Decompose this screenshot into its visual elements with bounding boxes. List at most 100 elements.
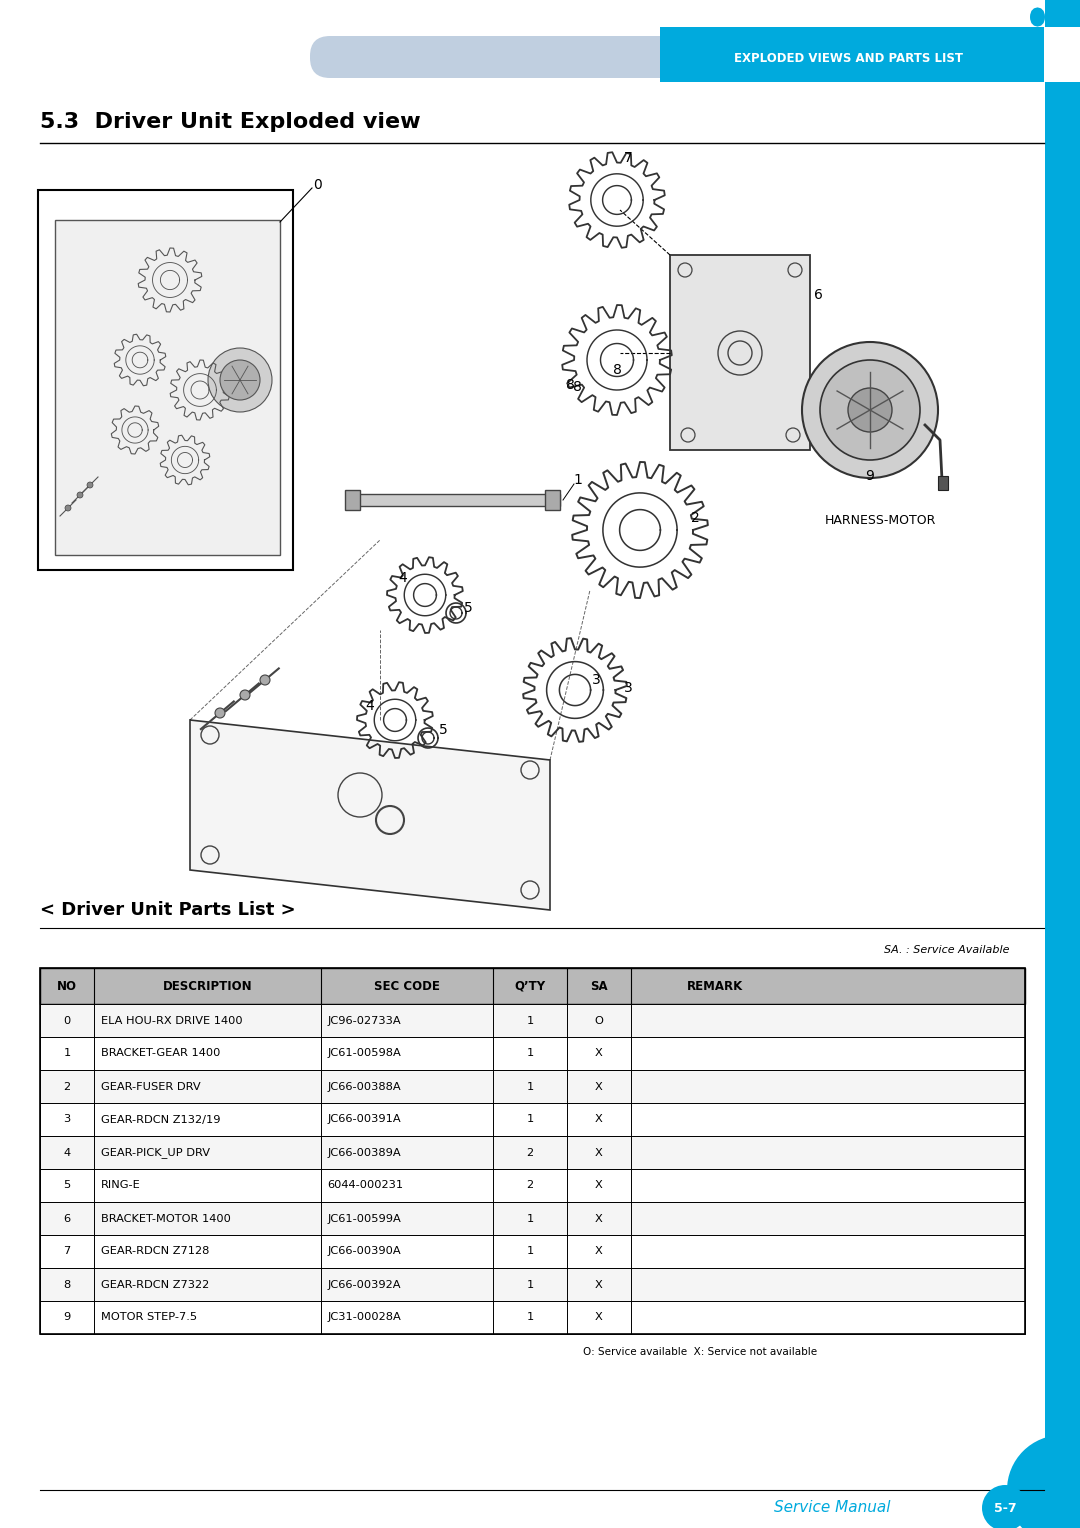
Text: 8: 8	[572, 380, 581, 394]
Text: X: X	[595, 1082, 603, 1091]
Text: 7: 7	[623, 151, 633, 165]
Text: REMARK: REMARK	[687, 979, 743, 993]
Text: 8: 8	[566, 377, 575, 393]
Bar	[40, 1004, 1025, 1038]
Text: 1: 1	[526, 1279, 534, 1290]
Text: BRACKET-GEAR 1400: BRACKET-GEAR 1400	[102, 1048, 220, 1059]
Text: MOTOR STEP-7.5: MOTOR STEP-7.5	[102, 1313, 198, 1323]
Text: JC66-00391A: JC66-00391A	[327, 1114, 402, 1125]
Circle shape	[220, 361, 260, 400]
Bar	[40, 1103, 1025, 1135]
Bar	[40, 1135, 1025, 1169]
Text: EXPLODED VIEWS AND PARTS LIST: EXPLODED VIEWS AND PARTS LIST	[733, 52, 962, 64]
Circle shape	[820, 361, 920, 460]
Text: 1: 1	[526, 1313, 534, 1323]
Text: JC66-00392A: JC66-00392A	[327, 1279, 402, 1290]
Text: 1: 1	[526, 1016, 534, 1025]
Text: 1: 1	[526, 1247, 534, 1256]
Polygon shape	[670, 255, 810, 451]
Text: 2: 2	[526, 1148, 534, 1158]
Text: 1: 1	[64, 1048, 70, 1059]
Text: SEC CODE: SEC CODE	[374, 979, 440, 993]
Text: X: X	[595, 1213, 603, 1224]
Bar	[40, 1169, 1025, 1203]
Bar	[38, 189, 293, 570]
Text: NO: NO	[57, 979, 77, 993]
Text: GEAR-FUSER DRV: GEAR-FUSER DRV	[102, 1082, 201, 1091]
Text: JC61-00598A: JC61-00598A	[327, 1048, 402, 1059]
Text: 3: 3	[623, 681, 633, 695]
Text: X: X	[595, 1279, 603, 1290]
Text: 1: 1	[573, 474, 582, 487]
Bar	[40, 1300, 1025, 1334]
Bar	[40, 1070, 1025, 1103]
Text: 6: 6	[813, 287, 823, 303]
Text: X: X	[595, 1181, 603, 1190]
Text: DESCRIPTION: DESCRIPTION	[163, 979, 253, 993]
Text: X: X	[595, 1247, 603, 1256]
Bar	[40, 1268, 1025, 1300]
Text: JC61-00599A: JC61-00599A	[327, 1213, 402, 1224]
Circle shape	[802, 342, 939, 478]
Text: 2: 2	[64, 1082, 70, 1091]
Circle shape	[1007, 1435, 1080, 1528]
Polygon shape	[1044, 28, 1080, 83]
Text: RING-E: RING-E	[102, 1181, 140, 1190]
Text: 7: 7	[64, 1247, 70, 1256]
Text: 2: 2	[526, 1181, 534, 1190]
Bar	[660, 28, 1045, 83]
Text: O: Service available  X: Service not available: O: Service available X: Service not avai…	[583, 1348, 818, 1357]
FancyBboxPatch shape	[1030, 8, 1045, 28]
Circle shape	[77, 492, 83, 498]
Bar	[40, 969, 1025, 1004]
Text: SA. : Service Available: SA. : Service Available	[885, 944, 1010, 955]
Text: 0: 0	[313, 177, 322, 193]
Text: Service Manual: Service Manual	[773, 1500, 890, 1516]
Text: 0: 0	[64, 1016, 70, 1025]
Text: HARNESS-MOTOR: HARNESS-MOTOR	[824, 513, 935, 527]
Text: 3: 3	[64, 1114, 70, 1125]
Circle shape	[65, 504, 71, 510]
Text: O: O	[595, 1016, 604, 1025]
Text: X: X	[595, 1313, 603, 1323]
Text: 5-7: 5-7	[994, 1502, 1016, 1514]
Text: 1: 1	[526, 1082, 534, 1091]
Bar	[40, 1235, 1025, 1268]
Bar	[350, 494, 561, 506]
Text: 5: 5	[64, 1181, 70, 1190]
Circle shape	[848, 388, 892, 432]
Text: ELA HOU-RX DRIVE 1400: ELA HOU-RX DRIVE 1400	[102, 1016, 243, 1025]
Circle shape	[240, 691, 249, 700]
Text: < Driver Unit Parts List >: < Driver Unit Parts List >	[40, 902, 296, 918]
Text: 5: 5	[438, 723, 447, 736]
Text: JC66-00390A: JC66-00390A	[327, 1247, 402, 1256]
Text: 4: 4	[64, 1148, 70, 1158]
Text: 1: 1	[526, 1213, 534, 1224]
Text: 5.3  Driver Unit Exploded view: 5.3 Driver Unit Exploded view	[40, 112, 420, 131]
Text: 5: 5	[463, 601, 472, 614]
FancyBboxPatch shape	[310, 37, 740, 78]
Text: 9: 9	[865, 469, 875, 483]
Text: 3: 3	[592, 672, 600, 688]
Bar	[1045, 0, 1080, 1528]
Bar	[40, 969, 1025, 1334]
Text: 1: 1	[526, 1114, 534, 1125]
Text: 6: 6	[64, 1213, 70, 1224]
Text: JC96-02733A: JC96-02733A	[327, 1016, 402, 1025]
Bar	[545, 490, 561, 510]
Text: GEAR-PICK_UP DRV: GEAR-PICK_UP DRV	[102, 1148, 211, 1158]
Text: 8: 8	[612, 364, 621, 377]
Circle shape	[260, 675, 270, 685]
Circle shape	[215, 707, 225, 718]
Bar	[939, 477, 948, 490]
Text: GEAR-RDCN Z7322: GEAR-RDCN Z7322	[102, 1279, 210, 1290]
Text: 4: 4	[366, 698, 375, 714]
Text: 2: 2	[690, 510, 700, 526]
Text: GEAR-RDCN Z132/19: GEAR-RDCN Z132/19	[102, 1114, 220, 1125]
Circle shape	[208, 348, 272, 413]
Bar	[345, 490, 360, 510]
Text: 9: 9	[64, 1313, 70, 1323]
Text: 4: 4	[399, 571, 407, 585]
Text: 6044-000231: 6044-000231	[327, 1181, 404, 1190]
Bar	[40, 1038, 1025, 1070]
